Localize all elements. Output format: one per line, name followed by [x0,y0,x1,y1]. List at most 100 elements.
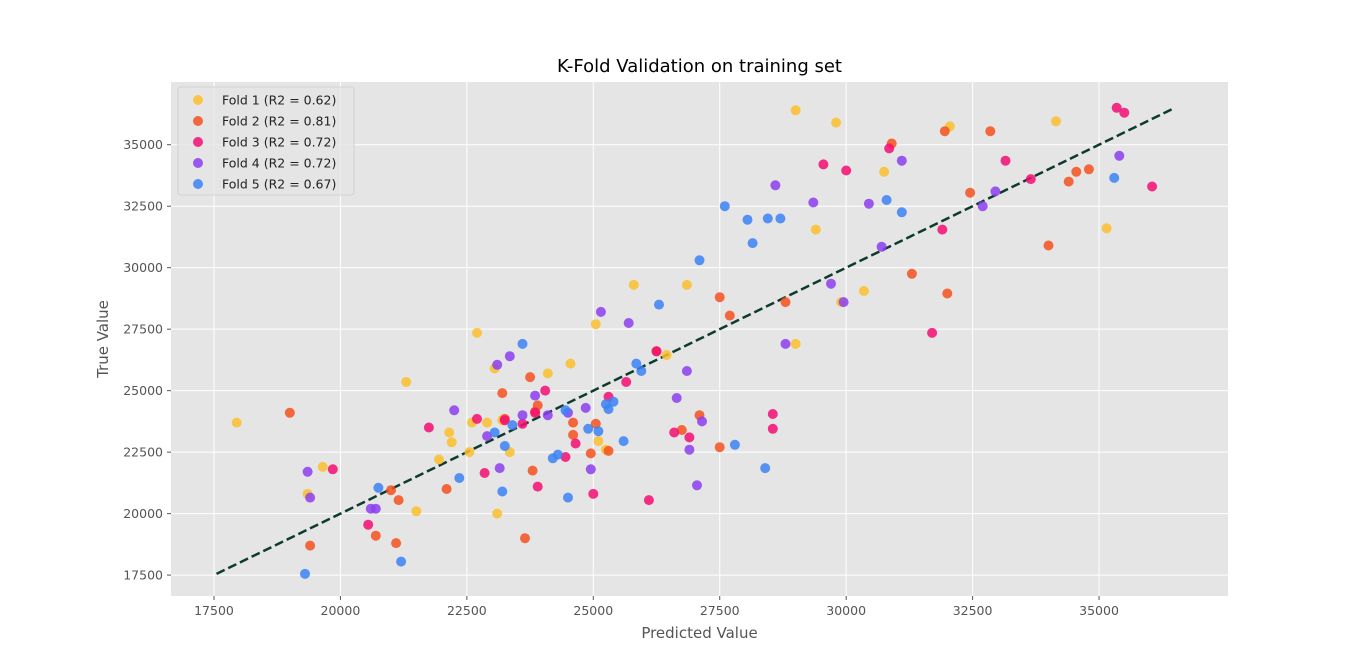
x-axis-ticks: 17500 20000 22500 25000 27500 30000 32500 35000 [194,596,1119,618]
data-point [608,396,619,407]
data-point [724,310,735,321]
data-point [370,503,381,514]
data-point [593,426,604,437]
data-point [692,480,702,491]
data-point [489,427,500,438]
data-point [454,473,465,483]
x-tick-label: 17500 [194,603,234,618]
data-point [593,436,604,447]
data-point [527,465,538,476]
data-point [603,404,614,415]
data-point [393,495,404,506]
data-point [441,484,452,494]
data-point [507,420,518,431]
data-point [714,292,725,303]
data-point [284,407,295,418]
data-point [762,213,773,224]
data-point [618,436,629,447]
data-point [694,255,705,266]
data-point [1000,155,1011,166]
data-point [449,405,460,416]
data-point [530,390,541,401]
data-point [492,359,503,370]
data-point [1083,164,1094,175]
y-tick-label: 27500 [123,322,163,337]
data-point [585,464,596,475]
data-point [497,388,508,399]
data-point [669,427,680,438]
data-point [1111,102,1122,113]
y-tick-label: 25000 [123,383,163,398]
data-point [826,278,836,289]
data-point [790,338,801,349]
data-point [588,488,599,499]
x-tick-label: 25000 [573,603,613,618]
legend-marker [193,95,203,105]
data-point [1147,181,1158,192]
data-point [719,201,730,212]
data-point [472,327,482,338]
data-point [532,481,543,492]
data-point [654,299,664,310]
data-point [747,238,758,249]
data-point [1071,166,1082,177]
legend-label: Fold 2 (R2 = 0.81) [222,114,336,129]
data-point [1063,176,1074,187]
data-point [499,441,510,451]
data-point [542,368,553,379]
data-point [1109,172,1120,183]
legend-entries: Fold 1 (R2 = 0.62) Fold 2 (R2 = 0.81) Fold… [193,93,336,192]
data-point [444,427,455,438]
data-point [1119,107,1130,118]
data-point [1101,223,1112,234]
data-point [927,327,938,338]
data-point [504,351,515,362]
data-point [525,372,536,383]
data-point [643,495,654,506]
series-fold-2 [284,126,1094,551]
data-point [396,556,407,567]
series-fold-4 [302,150,1125,514]
data-point [305,492,316,503]
data-point [775,213,786,224]
data-point [1025,174,1036,185]
data-point [876,241,887,252]
data-point [401,377,412,387]
data-point [231,417,242,428]
data-point [808,197,819,208]
data-point [517,338,528,349]
data-point [583,423,594,434]
data-point [391,538,402,549]
data-point [492,508,503,519]
data-point [965,187,976,198]
data-point [651,346,662,357]
data-point [818,159,829,170]
data-point [580,402,591,413]
data-point [517,418,528,429]
data-point [760,463,771,474]
data-point [603,445,614,456]
x-tick-label: 20000 [321,603,361,618]
data-point [590,319,601,330]
data-point [482,431,493,442]
data-point [896,207,907,218]
data-point [742,214,753,225]
data-point [939,126,950,137]
series-fold-5 [300,172,1120,579]
data-point [565,358,576,369]
series-fold-3 [327,102,1158,530]
legend-label: Fold 1 (R2 = 0.62) [222,93,336,108]
data-point [977,201,988,212]
data-point [517,410,528,421]
data-point [595,306,606,317]
data-point [499,415,510,426]
legend: Fold 1 (R2 = 0.62) Fold 2 (R2 = 0.81) Fold… [177,86,355,196]
legend-label: Fold 4 (R2 = 0.72) [222,156,336,171]
data-point [661,350,672,360]
legend-label: Fold 5 (R2 = 0.67) [222,177,336,192]
y-axis-ticks: 17500 20000 22500 25000 27500 30000 32500 35000 [123,137,171,583]
data-point [302,466,313,477]
data-point [810,224,821,235]
x-tick-label: 32500 [953,603,993,618]
data-point [1051,116,1061,127]
